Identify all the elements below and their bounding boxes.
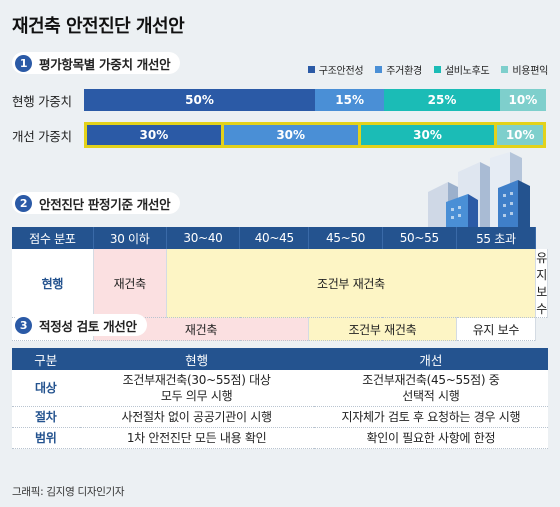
- current-weight-bar: 50% 15% 25% 10%: [84, 89, 546, 111]
- weight-legend: 구조안전성 주거환경 설비노후도 비용편익: [296, 62, 548, 77]
- section3-title: 3 적정성 검토 개선안: [12, 314, 147, 336]
- section2-number: 2: [15, 194, 32, 212]
- bar-segment-structure: 50%: [84, 89, 315, 111]
- section1-title-text: 평가항목별 가중치 개선안: [39, 56, 171, 72]
- bar-segment-living: 30%: [223, 125, 361, 145]
- building-shape: [428, 152, 530, 228]
- header-improved: 개선: [313, 348, 548, 370]
- cell-maintenance: 유지 보수: [456, 317, 537, 341]
- legend-label: 구조안전성: [318, 66, 364, 77]
- bar-segment-cost: 10%: [497, 125, 543, 145]
- cell-maintenance: 유지 보수: [535, 249, 548, 318]
- bar-segment-living: 15%: [315, 89, 385, 111]
- improved-weight-label: 개선 가중치: [12, 128, 72, 144]
- current-weight-label: 현행 가중치: [12, 93, 72, 109]
- cell-reconstruction: 재건축: [93, 249, 167, 318]
- section2-title-text: 안전진단 판정기준 개선안: [39, 196, 171, 212]
- header-score-range: 점수 분포: [12, 227, 94, 249]
- section3-title-text: 적정성 검토 개선안: [39, 318, 137, 334]
- header-category: 구분: [12, 348, 80, 370]
- bar-segment-facility: 30%: [360, 125, 498, 145]
- cell-current: 1차 안전진단 모든 내용 확인: [79, 427, 314, 449]
- review-table: 구분 현행 개선 대상 조건부재건축(30~55점) 대상 모두 의무 시행 조…: [12, 348, 548, 449]
- cell-improved: 확인이 필요한 사항에 한정: [313, 427, 548, 449]
- graphic-credit: 그래픽: 김지영 디자인기자: [12, 486, 125, 498]
- section2-title: 2 안전진단 판정기준 개선안: [12, 192, 181, 214]
- improved-weight-row: 개선 가중치 30% 30% 30% 10%: [12, 122, 546, 148]
- header-cell: 40~45: [239, 227, 310, 249]
- page-title: 재건축 안전진단 개선안: [12, 16, 185, 37]
- header-cell: 55 초과: [456, 227, 537, 249]
- bar-segment-cost: 10%: [499, 89, 546, 111]
- header-cell: 50~55: [382, 227, 457, 249]
- legend-label: 설비노후도: [444, 66, 490, 77]
- header-cell: 45~50: [308, 227, 383, 249]
- section3-number: 3: [15, 316, 32, 334]
- legend-swatch: [375, 66, 383, 73]
- row-label: 대상: [12, 370, 80, 407]
- row-label: 범위: [12, 427, 80, 449]
- legend-label: 비용편익: [512, 66, 548, 77]
- row-label: 절차: [12, 406, 80, 428]
- improved-weight-bar: 30% 30% 30% 10%: [84, 122, 546, 148]
- legend-item-facility: 설비노후도: [433, 62, 490, 77]
- legend-swatch: [307, 66, 315, 73]
- criteria-table: 점수 분포 30 이하 30~40 40~45 45~50 50~55 55 초…: [12, 227, 548, 341]
- current-weight-row: 현행 가중치 50% 15% 25% 10%: [12, 89, 546, 111]
- section1-title: 1 평가항목별 가중치 개선안: [12, 52, 181, 74]
- review-row-procedure: 절차 사전절차 없이 공공기관이 시행 지자체가 검토 후 요청하는 경우 시행: [12, 406, 548, 428]
- row-label: 현행: [12, 249, 94, 318]
- bar-segment-facility: 25%: [384, 89, 500, 111]
- legend-item-structure: 구조안전성: [307, 62, 364, 77]
- review-row-scope: 범위 1차 안전진단 모든 내용 확인 확인이 필요한 사항에 한정: [12, 427, 548, 449]
- cell-conditional-reconstruction: 조건부 재건축: [166, 249, 537, 318]
- header-current: 현행: [79, 348, 314, 370]
- header-cell: 30 이하: [93, 227, 167, 249]
- cell-current: 조건부재건축(30~55점) 대상 모두 의무 시행: [79, 370, 314, 407]
- legend-item-living: 주거환경: [375, 62, 422, 77]
- cell-current: 사전절차 없이 공공기관이 시행: [79, 406, 314, 428]
- cell-reconstruction: 재건축: [93, 317, 310, 341]
- criteria-header-row: 점수 분포 30 이하 30~40 40~45 45~50 50~55 55 초…: [12, 227, 548, 249]
- legend-swatch: [433, 66, 441, 73]
- review-header-row: 구분 현행 개선: [12, 348, 548, 370]
- review-row-target: 대상 조건부재건축(30~55점) 대상 모두 의무 시행 조건부재건축(45~…: [12, 370, 548, 407]
- legend-label: 주거환경: [386, 66, 422, 77]
- criteria-row-current: 현행 재건축 조건부 재건축 유지 보수: [12, 249, 548, 318]
- legend-swatch: [501, 66, 509, 73]
- header-cell: 30~40: [166, 227, 241, 249]
- apartment-buildings-illustration: [428, 152, 530, 228]
- cell-improved: 지자체가 검토 후 요청하는 경우 시행: [313, 406, 548, 428]
- cell-conditional-reconstruction: 조건부 재건축: [308, 317, 457, 341]
- section1-number: 1: [15, 54, 32, 72]
- bar-segment-structure: 30%: [87, 125, 224, 145]
- cell-improved: 조건부재건축(45~55점) 중 선택적 시행: [313, 370, 548, 407]
- legend-item-cost: 비용편익: [501, 62, 548, 77]
